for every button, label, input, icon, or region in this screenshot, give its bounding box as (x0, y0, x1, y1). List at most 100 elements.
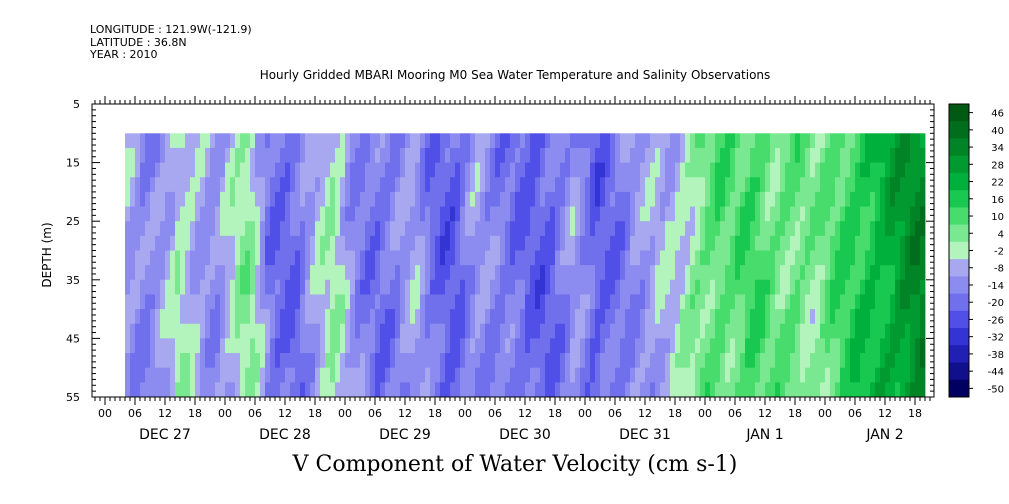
heatmap-cell (490, 147, 496, 163)
heatmap-cell (225, 382, 231, 398)
heatmap-cell (190, 294, 196, 310)
heatmap-cell (375, 367, 381, 383)
heatmap-cell (545, 133, 551, 149)
x-day-label: DEC 31 (619, 427, 671, 443)
heatmap-cell (570, 279, 576, 295)
heatmap-cell (175, 250, 181, 266)
heatmap-cell (545, 279, 551, 295)
heatmap-cell (465, 235, 471, 251)
heatmap-cell (525, 353, 531, 369)
heatmap-cell (780, 191, 786, 207)
heatmap-cell (555, 265, 561, 281)
heatmap-cell (660, 309, 666, 325)
heatmap-cell (545, 294, 551, 310)
heatmap-cell (550, 323, 556, 339)
heatmap-cell (520, 338, 526, 354)
heatmap-cell (815, 221, 821, 237)
heatmap-cell (615, 353, 621, 369)
heatmap-cell (270, 162, 276, 178)
heatmap-cell (720, 177, 726, 193)
heatmap-cell (270, 206, 276, 222)
heatmap-cell (325, 265, 331, 281)
heatmap-cell (510, 323, 516, 339)
heatmap-cell (685, 309, 691, 325)
heatmap-cell (895, 382, 901, 398)
heatmap-cell (855, 177, 861, 193)
heatmap-cell (745, 279, 751, 295)
heatmap-cell (495, 309, 501, 325)
heatmap-cell (405, 294, 411, 310)
heatmap-cell (720, 235, 726, 251)
heatmap-cell (635, 294, 641, 310)
heatmap-cell (365, 250, 371, 266)
heatmap-cell (425, 353, 431, 369)
heatmap-cell (220, 353, 226, 369)
heatmap-cell (885, 382, 891, 398)
heatmap-cell (385, 177, 391, 193)
heatmap-cell (465, 177, 471, 193)
heatmap-cell (535, 367, 541, 383)
heatmap-cell (325, 177, 331, 193)
heatmap-cell (710, 279, 716, 295)
heatmap-cell (910, 206, 916, 222)
heatmap-cell (245, 162, 251, 178)
heatmap-cell (230, 206, 236, 222)
heatmap-cell (900, 206, 906, 222)
heatmap-cell (230, 338, 236, 354)
colorbar-label: -14 (988, 281, 1004, 292)
heatmap-cell (790, 177, 796, 193)
heatmap-cell (615, 206, 621, 222)
heatmap-cell (495, 279, 501, 295)
heatmap-cell (510, 191, 516, 207)
heatmap-cell (690, 265, 696, 281)
heatmap-cell (415, 265, 421, 281)
heatmap-cell (515, 294, 521, 310)
heatmap-cell (645, 133, 651, 149)
heatmap-cell (535, 133, 541, 149)
heatmap-cell (715, 147, 721, 163)
heatmap-cell (485, 323, 491, 339)
heatmap-cell (685, 265, 691, 281)
heatmap-cell (325, 250, 331, 266)
heatmap-cell (740, 191, 746, 207)
heatmap-cell (895, 177, 901, 193)
heatmap-cell (235, 367, 241, 383)
heatmap-cell (345, 338, 351, 354)
heatmap-cell (150, 147, 156, 163)
heatmap-cell (485, 221, 491, 237)
heatmap-cell (400, 338, 406, 354)
heatmap-cell (595, 294, 601, 310)
heatmap-cell (350, 353, 356, 369)
heatmap-cell (240, 177, 246, 193)
heatmap-cell (345, 177, 351, 193)
heatmap-cell (665, 265, 671, 281)
heatmap-cell (455, 265, 461, 281)
heatmap-cell (545, 265, 551, 281)
heatmap-cell (440, 133, 446, 149)
heatmap-cell (185, 221, 191, 237)
heatmap-cell (690, 353, 696, 369)
heatmap-cell (645, 250, 651, 266)
x-tick-label: 18 (668, 407, 682, 420)
heatmap-cell (810, 294, 816, 310)
heatmap-cell (435, 162, 441, 178)
heatmap-cell (150, 206, 156, 222)
heatmap-cell (615, 177, 621, 193)
heatmap-cell (670, 294, 676, 310)
heatmap-cell (270, 309, 276, 325)
heatmap-cell (715, 162, 721, 178)
heatmap-cell (295, 338, 301, 354)
heatmap-cell (705, 235, 711, 251)
heatmap-cell (350, 162, 356, 178)
heatmap-cell (755, 221, 761, 237)
heatmap-cell (625, 367, 631, 383)
x-tick-label: 00 (218, 407, 232, 420)
heatmap-cell (170, 279, 176, 295)
heatmap-cell (645, 147, 651, 163)
heatmap-cell (320, 353, 326, 369)
heatmap-cell (540, 235, 546, 251)
heatmap-cell (200, 294, 206, 310)
heatmap-cell (235, 206, 241, 222)
heatmap-cell (525, 133, 531, 149)
heatmap-cell (800, 338, 806, 354)
